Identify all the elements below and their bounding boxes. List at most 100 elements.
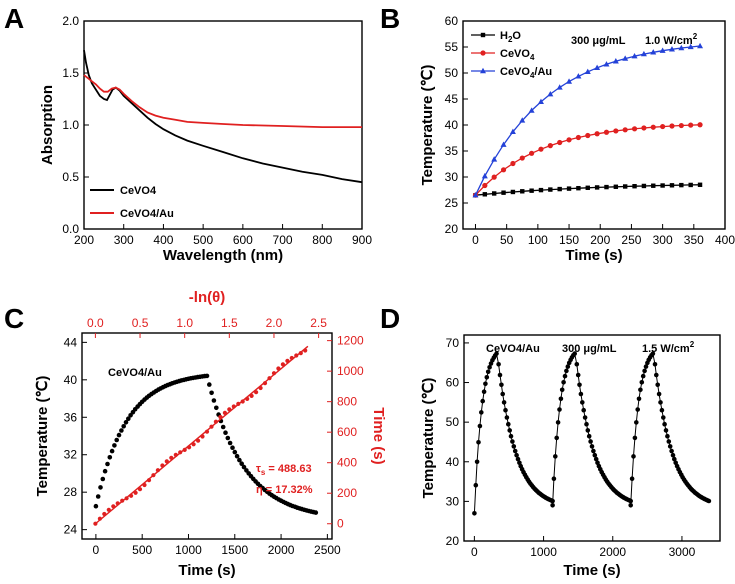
panel-label-d: D xyxy=(380,303,400,334)
point-d-0 xyxy=(472,511,477,516)
point-d-20 xyxy=(500,391,506,397)
point-d-114 xyxy=(628,503,633,508)
point-c-fit-41 xyxy=(276,366,281,371)
point-d-2 xyxy=(474,459,480,465)
point-b-cevo4-20 xyxy=(660,123,666,130)
legend-text-cevo4: CeVO4 xyxy=(120,185,157,197)
point-b-cevo4-12 xyxy=(585,132,591,139)
point-b-cevo4-au-15 xyxy=(612,58,619,64)
point-c-temp-4 xyxy=(102,468,108,474)
point-b-cevo4-au-9 xyxy=(556,84,563,90)
point-d-17 xyxy=(496,362,501,367)
point-c-fit-4 xyxy=(111,504,116,509)
point-b-cevo4-au-10 xyxy=(566,78,573,84)
point-c-fit-42 xyxy=(280,362,285,367)
point-c-fit-11 xyxy=(142,482,147,488)
point-c-temp-48 xyxy=(204,373,210,379)
d-xtick-label-2: 2000 xyxy=(599,545,626,559)
point-c-fit-39 xyxy=(267,376,272,381)
b-xtick-label-1: 50 xyxy=(500,233,514,247)
point-d-119 xyxy=(635,407,640,412)
point-d-31 xyxy=(515,456,521,462)
point-d-57 xyxy=(550,503,555,508)
a-ytick-label-4: 2.0 xyxy=(62,14,79,28)
point-d-58 xyxy=(551,476,557,482)
point-d-16 xyxy=(494,351,499,356)
point-d-88 xyxy=(593,456,599,462)
point-d-113 xyxy=(628,498,633,504)
point-d-4 xyxy=(477,423,483,429)
point-c-fit-23 xyxy=(196,438,201,443)
point-c-fit-18 xyxy=(173,452,178,457)
annotation-conc-b: 300 μg/mL xyxy=(571,35,626,47)
point-b-cevo4-2 xyxy=(491,174,497,180)
point-c-fit-37 xyxy=(258,385,263,391)
point-b-h2o-20 xyxy=(660,183,665,188)
a-xtick-label-6: 800 xyxy=(312,233,332,247)
point-d-24 xyxy=(506,421,511,427)
b-xtick-label-2: 100 xyxy=(528,233,548,247)
point-c-temp-11 xyxy=(119,428,124,433)
point-d-136 xyxy=(659,407,665,413)
point-c-temp-1 xyxy=(95,494,101,499)
point-d-77 xyxy=(578,391,584,397)
d-ytick-label-3: 50 xyxy=(446,415,460,429)
point-b-cevo4-22 xyxy=(678,122,684,129)
a-xtick-label-3: 500 xyxy=(193,233,213,247)
c-top-tick-label-5: 2.5 xyxy=(310,316,327,330)
point-c-fit-19 xyxy=(178,450,183,455)
c-top-tick-label-3: 1.5 xyxy=(221,316,238,330)
c-xtick-label-4: 2000 xyxy=(268,543,295,557)
point-c-temp-0 xyxy=(93,503,99,509)
point-b-cevo4-5 xyxy=(519,155,525,161)
point-d-80 xyxy=(582,415,588,420)
point-b-cevo4-au-6 xyxy=(528,107,535,113)
a-xtick-label-5: 700 xyxy=(273,233,293,247)
point-d-137 xyxy=(661,415,666,420)
point-d-116 xyxy=(631,454,636,459)
point-b-cevo4-15 xyxy=(613,128,619,134)
point-d-83 xyxy=(586,433,592,439)
point-b-cevo4-9 xyxy=(557,139,563,146)
point-b-h2o-18 xyxy=(641,183,647,189)
series-lines-b xyxy=(472,42,704,198)
point-c-temp-55 xyxy=(220,424,226,430)
point-b-cevo4-6 xyxy=(529,150,535,156)
axis-ticks-a: 200 300 400 500 600 700 800 900 0.0 0.5 1.0 1.5 2.0 xyxy=(62,14,372,247)
point-d-27 xyxy=(510,439,515,444)
point-d-9 xyxy=(484,375,490,380)
point-c-fit-31 xyxy=(231,404,236,409)
point-c-fit-29 xyxy=(222,410,227,415)
point-c-fit-15 xyxy=(160,463,165,468)
point-b-cevo4-17 xyxy=(631,126,638,132)
point-d-115 xyxy=(629,476,635,482)
point-c-fit-21 xyxy=(187,445,192,450)
point-b-h2o-11 xyxy=(576,185,581,191)
c-top-tick-label-1: 0.5 xyxy=(132,316,149,330)
c-right-tick-label-4: 800 xyxy=(337,395,357,409)
c-ytick-label-2: 32 xyxy=(64,448,78,462)
panel-a: 200 300 400 500 600 700 800 9000.00.51.01.52.0 … xyxy=(39,14,372,264)
legend-marker-b-cevo4-au xyxy=(480,67,486,74)
point-b-cevo4-au-2 xyxy=(491,156,498,162)
point-b-h2o-22 xyxy=(679,182,684,188)
point-b-h2o-7 xyxy=(538,187,544,193)
point-d-130 xyxy=(650,351,656,356)
annotation-power-b-sup: 2 xyxy=(693,32,698,41)
point-b-h2o-14 xyxy=(604,184,609,190)
point-d-64 xyxy=(559,387,565,393)
point-c-fit-2 xyxy=(102,511,107,517)
point-b-cevo4-13 xyxy=(594,131,600,137)
d-xtick-label-0: 0 xyxy=(471,545,478,559)
c-ytick-label-1: 28 xyxy=(64,485,78,499)
point-b-cevo4-au-11 xyxy=(575,73,582,79)
point-b-cevo4-11 xyxy=(575,134,582,141)
legend-label-b-cevo4: CeVO4 xyxy=(500,48,535,62)
c-ytick-label-0: 24 xyxy=(64,523,78,537)
a-ytick-label-2: 1.0 xyxy=(62,118,79,132)
point-d-82 xyxy=(585,428,591,433)
point-c-temp-58 xyxy=(227,440,233,446)
annotation-power-d-text: 1.5 W/cm xyxy=(642,343,690,355)
eta-label-c: η = 17.32% xyxy=(256,484,313,496)
